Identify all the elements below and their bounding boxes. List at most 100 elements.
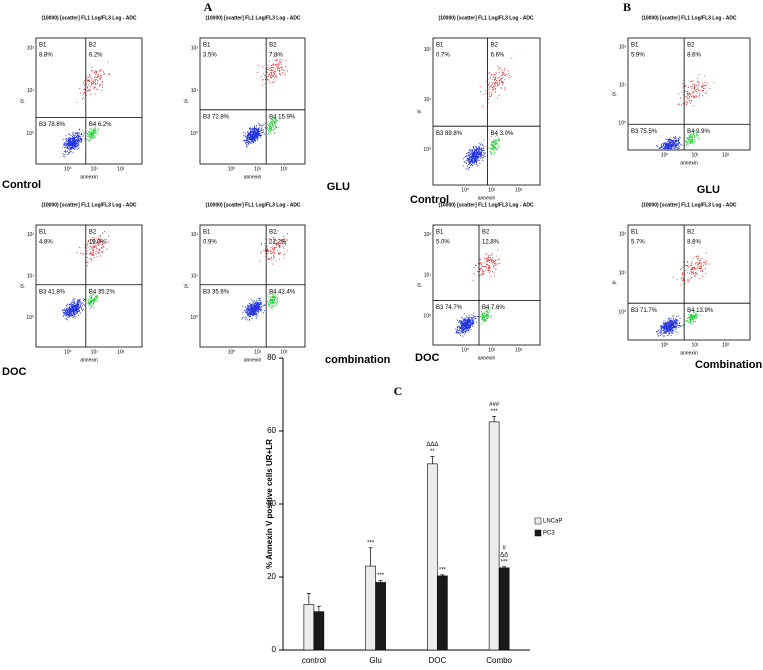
event-dot	[466, 315, 468, 317]
event-dot	[250, 136, 252, 138]
event-dot	[280, 242, 282, 244]
event-dot	[684, 264, 686, 267]
event-dot	[75, 310, 77, 312]
event-dot	[91, 297, 93, 299]
event-dot	[692, 105, 694, 107]
event-dot	[677, 147, 679, 149]
event-dot	[92, 83, 94, 85]
event-dot	[689, 320, 692, 322]
event-dot	[694, 316, 696, 318]
event-dot	[468, 324, 470, 326]
event-dot	[276, 66, 278, 68]
event-dot	[668, 148, 670, 150]
event-dot	[491, 142, 493, 144]
event-dot	[274, 59, 276, 61]
event-dot	[75, 144, 77, 147]
event-dot	[272, 65, 274, 67]
event-dot	[458, 325, 460, 327]
event-dot	[482, 316, 484, 319]
event-dot	[257, 134, 259, 136]
event-dot	[269, 123, 271, 125]
event-dot	[267, 64, 269, 66]
event-dot	[666, 328, 668, 330]
event-dot	[252, 300, 254, 302]
event-dot	[666, 142, 669, 144]
event-dot	[685, 265, 688, 267]
event-dot	[686, 92, 688, 94]
event-dot	[469, 322, 471, 324]
event-dot	[661, 146, 663, 148]
event-dot	[268, 74, 270, 76]
event-dot	[71, 148, 73, 150]
event-dot	[499, 78, 501, 80]
event-dot	[66, 307, 68, 310]
event-dot	[471, 149, 474, 151]
event-dot	[464, 161, 466, 163]
x-tick-label: 10⁰	[64, 349, 72, 355]
sample-label: GLU	[697, 184, 720, 196]
event-dot	[472, 279, 474, 281]
event-dot	[699, 262, 701, 264]
event-dot	[67, 147, 69, 150]
event-dot	[76, 148, 78, 150]
event-dot	[78, 144, 80, 146]
event-dot	[465, 321, 467, 324]
y-axis-label: pi	[19, 99, 25, 103]
quadrant-value: 5.7%	[631, 240, 645, 246]
event-dot	[489, 259, 491, 262]
event-dot	[282, 245, 284, 247]
event-dot	[501, 70, 503, 72]
x-tick-label: 10⁰	[661, 342, 669, 348]
event-dot	[470, 159, 472, 161]
event-dot	[276, 242, 278, 244]
event-dot	[271, 126, 273, 129]
event-dot	[273, 64, 275, 66]
event-dot	[246, 306, 249, 308]
event-dot	[80, 132, 83, 134]
event-dot	[81, 98, 84, 100]
event-dot	[660, 143, 663, 145]
event-dot	[252, 133, 254, 135]
event-dot	[270, 69, 272, 71]
event-dot	[486, 92, 488, 94]
event-dot	[89, 89, 91, 91]
event-dot	[95, 296, 97, 298]
event-dot	[92, 135, 94, 137]
event-dot	[270, 306, 273, 308]
event-dot	[272, 75, 274, 77]
event-dot	[71, 308, 73, 310]
event-dot	[269, 67, 271, 69]
event-dot	[69, 142, 72, 144]
significance-mark: ***	[501, 559, 509, 565]
event-dot	[688, 319, 690, 321]
event-dot	[498, 146, 500, 148]
event-dot	[497, 263, 499, 265]
event-dot	[269, 70, 271, 72]
event-dot	[99, 77, 101, 79]
event-dot	[491, 73, 493, 76]
event-dot	[93, 247, 96, 249]
event-dot	[62, 315, 64, 317]
quadrant-value: 74.7%	[445, 305, 463, 311]
event-dot	[477, 151, 480, 153]
event-dot	[491, 148, 493, 150]
event-dot	[475, 317, 477, 319]
event-dot	[88, 80, 90, 83]
event-dot	[482, 272, 484, 275]
event-dot	[273, 132, 276, 134]
sample-label: DOC	[415, 352, 440, 364]
event-dot	[88, 296, 90, 298]
event-dot	[268, 60, 270, 62]
event-dot	[477, 271, 479, 273]
event-dot	[494, 139, 496, 141]
x-tick-label: 10²	[515, 347, 523, 353]
event-dot	[660, 145, 662, 147]
event-dot	[496, 139, 498, 141]
event-dot	[488, 269, 490, 271]
y-axis-label: pi	[183, 99, 189, 103]
event-dot	[284, 73, 286, 75]
event-dot	[676, 143, 678, 145]
event-dot	[482, 143, 484, 145]
event-dot	[90, 78, 92, 80]
event-dot	[268, 129, 270, 131]
